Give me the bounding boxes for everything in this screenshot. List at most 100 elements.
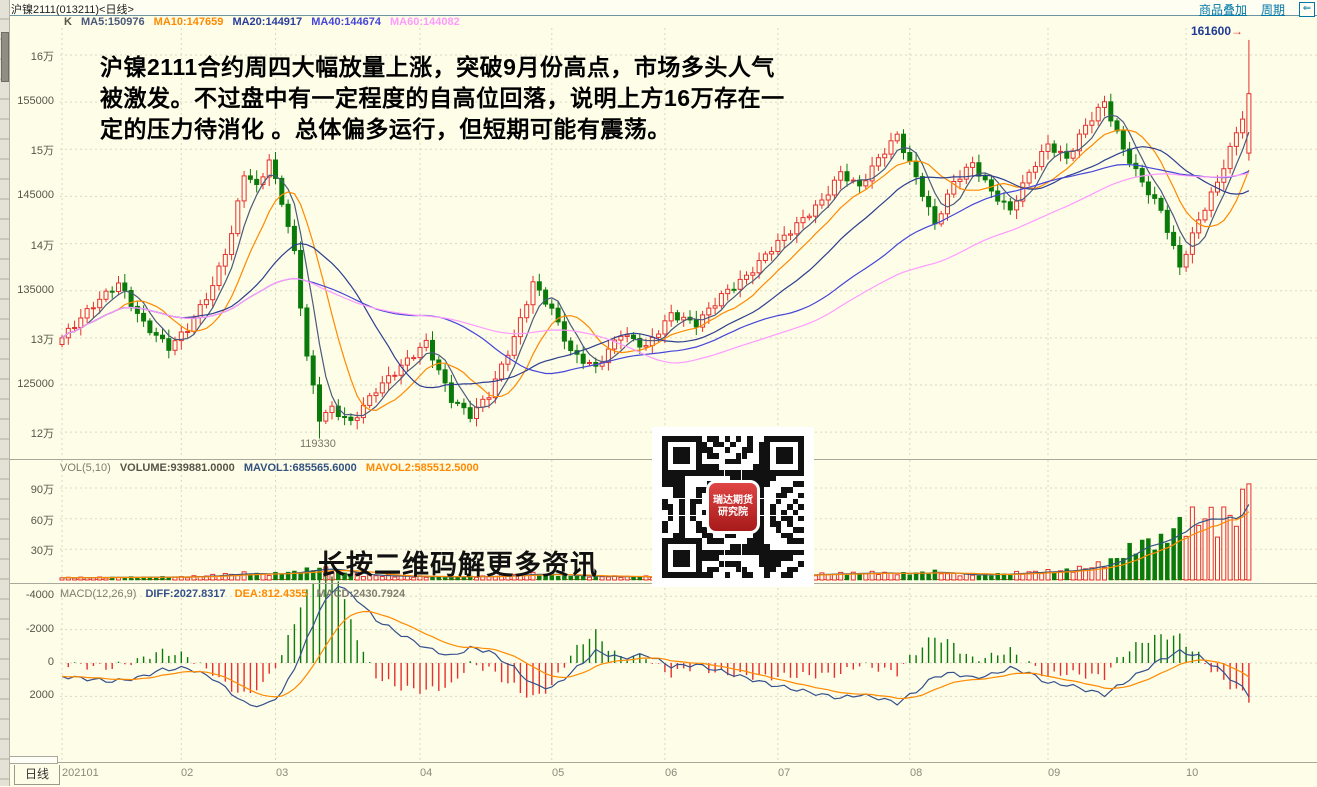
candle-body <box>329 405 335 414</box>
candle-body <box>1007 201 1013 211</box>
volume-axis-label: 30万 <box>30 545 54 557</box>
price-axis-label: 14万 <box>30 240 54 252</box>
candle-body <box>982 175 988 181</box>
candle-body <box>247 175 253 180</box>
left-scrollbar[interactable] <box>0 0 10 786</box>
candle-body <box>649 336 655 347</box>
candle-body <box>744 274 749 280</box>
candle-body <box>511 336 517 356</box>
candle-body <box>1108 101 1114 122</box>
candle-body <box>160 334 165 340</box>
candle-body <box>605 348 611 364</box>
candle-body <box>1240 118 1246 134</box>
candle-body <box>379 382 385 394</box>
volume-bar <box>442 577 448 581</box>
volume-bar <box>838 571 844 581</box>
candle-body <box>134 305 140 314</box>
candle-body <box>700 314 706 328</box>
volume-bar <box>970 574 976 581</box>
candle-body <box>825 194 831 201</box>
candle-body <box>1095 106 1101 122</box>
volume-bar <box>605 576 611 581</box>
candle-body <box>229 233 235 256</box>
month-axis-label: 202101 <box>62 767 99 779</box>
candle-body <box>938 213 944 225</box>
candle-body <box>1127 148 1133 164</box>
volume-bar <box>1227 514 1233 581</box>
dea-line <box>61 610 1250 700</box>
candle-body <box>1045 143 1051 152</box>
overlay-link[interactable]: 商品叠加 <box>1198 3 1247 17</box>
period-link[interactable]: 周期 <box>1260 3 1285 17</box>
candle-body <box>392 374 398 377</box>
volume-bar <box>938 573 944 581</box>
volume-bar <box>1171 528 1176 581</box>
candle-body <box>1102 101 1107 108</box>
candle-body <box>285 203 291 227</box>
candle-body <box>857 179 863 187</box>
qr-code: 瑞达期货 研究院 <box>652 427 814 587</box>
candle-body <box>1058 150 1063 153</box>
candle-body <box>398 364 404 376</box>
candle-body <box>1208 191 1214 211</box>
volume-bar <box>1221 506 1227 581</box>
low-price-label: 119330 <box>300 438 336 450</box>
candle-body <box>1233 132 1239 147</box>
volume-bar <box>467 575 473 581</box>
volume-bar <box>511 573 517 581</box>
candle-body <box>373 392 379 397</box>
volume-bar <box>128 576 134 581</box>
volume-bar <box>530 571 536 581</box>
candle-body <box>404 357 410 366</box>
candle-body <box>430 339 435 361</box>
volume-bar <box>273 571 278 581</box>
candle-body <box>524 304 530 319</box>
macd-name: MACD(12,26,9) <box>60 588 137 600</box>
volume-bar <box>342 572 347 581</box>
volume-bar <box>279 574 285 581</box>
candle-body <box>587 362 592 364</box>
month-axis-label: 03 <box>276 767 289 779</box>
time-axis: 日线 <box>0 756 1317 787</box>
candle-body <box>386 375 392 384</box>
collapse-panel-icon[interactable]: ⇐ <box>1299 2 1315 17</box>
volume-bar <box>1026 571 1032 581</box>
volume-bar <box>423 576 429 581</box>
candle-body <box>191 316 197 332</box>
candle-body <box>1133 162 1139 170</box>
volume-bar <box>932 569 938 581</box>
volume-bar <box>103 577 109 581</box>
candle-body <box>122 282 128 291</box>
volume-bar <box>1158 533 1164 581</box>
month-axis-label: 06 <box>665 767 678 779</box>
volume-bar <box>386 574 392 581</box>
volume-bar <box>360 576 366 581</box>
month-axis-label: 02 <box>181 767 194 779</box>
volume-bar <box>926 573 931 581</box>
candle-body <box>775 239 781 252</box>
scrollbar-thumb[interactable] <box>1 32 9 82</box>
axis-corner-box <box>6 756 58 764</box>
candle-body <box>568 340 574 352</box>
volume-bar <box>1152 549 1157 581</box>
toolbar: 商品叠加 周期 ⇐ <box>1199 1 1315 18</box>
volume-bar <box>1146 538 1151 581</box>
ma40-value: MA40:144674 <box>311 16 381 28</box>
period-selector[interactable]: 日线 <box>14 765 60 785</box>
candle-body <box>769 251 775 255</box>
candle-body <box>323 412 329 422</box>
month-axis-label: 07 <box>778 767 791 779</box>
candle-body <box>794 222 800 235</box>
candle-body <box>1227 145 1233 170</box>
analyst-commentary: 沪镍2111合约周四大幅放量上涨，突破9月份高点，市场多头人气 被激发。不过盘中… <box>100 52 900 145</box>
commentary-line-1: 沪镍2111合约周四大幅放量上涨，突破9月份高点，市场多头人气 <box>100 54 775 80</box>
month-axis-label: 05 <box>552 767 565 779</box>
candle-body <box>166 338 172 351</box>
candle-body <box>222 254 228 267</box>
volume-bar <box>1240 488 1246 581</box>
volume-bar <box>1102 566 1107 581</box>
candle-body <box>354 417 360 421</box>
volume-bar <box>153 577 159 581</box>
candle-body <box>913 160 919 178</box>
volume-bar <box>266 574 272 581</box>
